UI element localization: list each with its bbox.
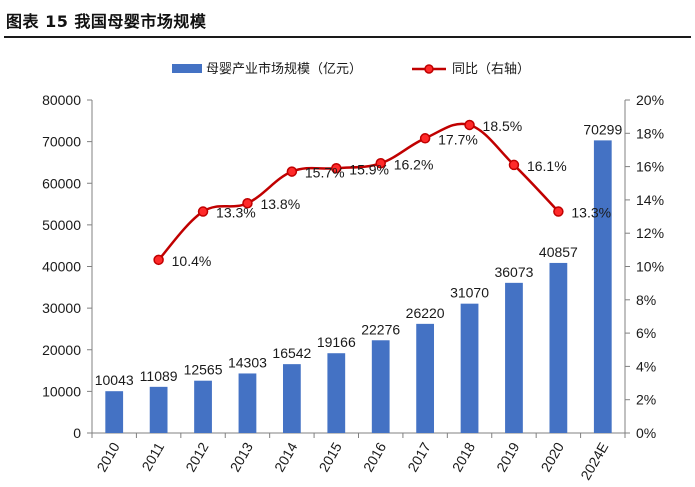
left-tick-label: 80000 [42,92,81,108]
legend: 母婴产业市场规模（亿元） 同比（右轴） [172,61,530,76]
line-marker [508,159,520,171]
line-marker [242,197,253,209]
legend-swatch-bar [172,64,202,73]
bar-value-label: 26220 [406,305,445,321]
bar-value-label: 22276 [361,321,400,337]
x-tick-label: 2024E [577,440,611,483]
bar [371,340,390,433]
line-value-label: 10.4% [172,253,212,269]
left-tick-label: 20000 [42,342,81,358]
right-tick-label: 0% [636,425,656,441]
left-tick-label: 0 [73,425,81,441]
line-value-label: 16.1% [527,158,567,174]
x-tick-label: 2011 [138,439,167,473]
data-labels: 10043 11089 12565 14303 16542 19166 22276 26220… [95,118,623,388]
bar [460,303,479,433]
legend-label-line: 同比（右轴） [452,61,530,76]
right-tick-label: 10% [636,259,664,275]
line-value-label: 13.3% [571,205,611,221]
x-tick-label: 2013 [227,439,257,474]
x-tick-label: 2017 [404,439,434,474]
left-tick-label: 60000 [42,175,81,191]
legend-marker-line [424,64,434,74]
line-series [153,119,564,266]
figure-title: 图表 15 我国母婴市场规模 [6,12,207,31]
right-tick-label: 12% [636,225,664,241]
line-marker [286,166,298,177]
right-tick-label: 8% [636,292,656,308]
bar-value-label: 70299 [583,121,622,137]
right-tick-label: 16% [636,159,664,175]
bar-value-label: 40857 [539,244,578,260]
bar-series [105,140,612,433]
right-tick-label: 20% [636,92,664,108]
x-tick-label: 2012 [182,439,212,474]
right-tick-label: 18% [636,125,664,141]
bar-value-label: 31070 [450,285,489,301]
line-marker [553,206,564,217]
bar-value-label: 16542 [272,345,311,361]
line-marker [375,158,386,169]
x-tick-label: 2015 [315,439,345,474]
line-marker [153,254,164,266]
line-value-label: 15.9% [349,161,389,177]
right-tick-label: 2% [636,392,656,408]
bar [282,364,301,433]
bar [505,282,523,433]
line-marker [464,119,475,131]
left-tick-label: 10000 [42,383,81,399]
line-value-label: 17.7% [438,131,478,147]
bar-value-label: 14303 [228,354,267,370]
left-tick-label: 50000 [42,217,81,233]
bar [238,373,257,433]
left-tick-label: 40000 [42,259,81,275]
x-tick-label: 2016 [360,439,390,474]
x-tick-label: 2019 [493,439,523,474]
line-value-label: 13.8% [260,196,300,212]
left-tick-label: 70000 [42,134,81,150]
line-marker [197,206,209,217]
bar-value-label: 12565 [184,362,223,378]
bar [593,140,612,433]
bar [327,353,346,433]
bar-value-label: 10043 [95,372,134,388]
bar-value-label: 11089 [140,368,178,384]
x-tick-label: 2014 [271,439,301,474]
line-value-label: 13.3% [216,205,256,221]
bar [149,386,168,433]
right-tick-label: 6% [636,325,656,341]
right-tick-label: 14% [636,192,664,208]
bar [105,391,124,433]
title-divider [4,36,691,38]
x-tick-label: 2020 [538,439,568,474]
line-value-label: 15.7% [305,165,345,181]
bar [549,262,568,433]
line-value-label: 18.5% [483,118,523,134]
line-value-label: 16.2% [394,156,434,172]
bar [194,380,212,433]
right-tick-label: 4% [636,358,656,374]
axes: 0 10000 20000 30000 40000 50000 60000 70000 8000… [42,92,664,483]
left-tick-label: 30000 [42,300,81,316]
x-tick-label: 2010 [93,439,123,474]
legend-label-bar: 母婴产业市场规模（亿元） [206,61,362,76]
bar [416,323,435,433]
x-tick-label: 2018 [449,439,479,474]
line-marker [331,163,342,174]
bar-value-label: 19166 [317,334,356,350]
line-marker [419,133,431,144]
growth-line [157,122,560,261]
bar-value-label: 36073 [494,264,533,280]
